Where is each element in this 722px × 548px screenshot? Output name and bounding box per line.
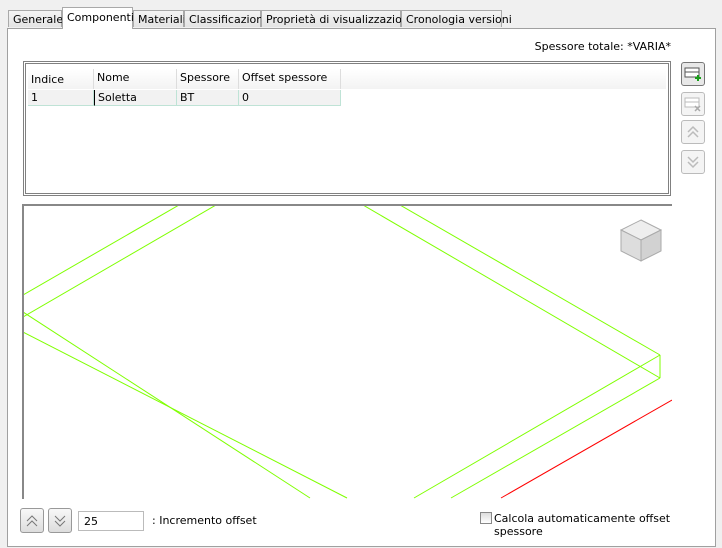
delete-layer-button[interactable]: [681, 92, 705, 116]
axis-line: [500, 399, 672, 499]
edge: [363, 206, 661, 379]
move-down-button[interactable]: [681, 150, 705, 174]
edge: [400, 206, 661, 356]
offset-down-button[interactable]: [48, 508, 72, 533]
tab-cronologia-versioni[interactable]: Cronologia versioni: [401, 10, 512, 27]
tab-proprieta-visualizzazione[interactable]: Proprietà di visualizzazione: [261, 10, 416, 27]
edge: [413, 354, 661, 499]
delete-layer-icon: [684, 97, 701, 112]
add-layer-icon: [684, 67, 701, 81]
auto-offset-label[interactable]: Calcola automaticamente offset spessore: [494, 512, 671, 538]
chevron-double-down-icon: [54, 515, 66, 527]
column-header-indice[interactable]: Indice: [28, 69, 94, 89]
cell-indice[interactable]: 1: [28, 90, 94, 106]
column-header-offset-spessore[interactable]: Offset spessore: [239, 69, 341, 89]
move-up-icon: [687, 125, 699, 138]
move-down-icon: [687, 156, 699, 169]
column-header-filler: [341, 69, 666, 89]
auto-offset-checkbox[interactable]: [480, 512, 492, 524]
edge: [450, 377, 661, 499]
offset-up-button[interactable]: [20, 508, 44, 533]
cell-offset-spessore[interactable]: 0: [239, 90, 341, 106]
viewcube-icon[interactable]: [618, 216, 664, 264]
offset-increment-input[interactable]: [78, 511, 144, 531]
tab-componenti[interactable]: Componenti: [62, 7, 134, 29]
edge: [24, 312, 311, 499]
move-up-button[interactable]: [681, 120, 705, 144]
tab-generale[interactable]: Generale: [8, 10, 63, 27]
column-header-spessore[interactable]: Spessore: [177, 69, 239, 89]
cell-spessore[interactable]: BT: [177, 90, 239, 106]
components-table: Indice Nome Spessore Offset spessore 1 S…: [23, 61, 671, 196]
slab-wireframe: [24, 206, 672, 499]
edge: [24, 206, 216, 317]
edge: [24, 206, 179, 296]
total-thickness-label: Spessore totale: *VARIA*: [534, 40, 671, 53]
preview-viewport[interactable]: [22, 204, 672, 499]
offset-increment-label: : Incremento offset: [152, 514, 257, 527]
tab-materiali[interactable]: Materiali: [133, 10, 186, 27]
edge: [24, 331, 348, 499]
add-layer-button[interactable]: [681, 62, 705, 86]
column-header-nome[interactable]: Nome: [94, 69, 177, 89]
tab-classificazioni[interactable]: Classificazioni: [184, 10, 266, 27]
chevron-double-up-icon: [26, 514, 38, 526]
cell-nome[interactable]: Soletta: [94, 90, 177, 106]
